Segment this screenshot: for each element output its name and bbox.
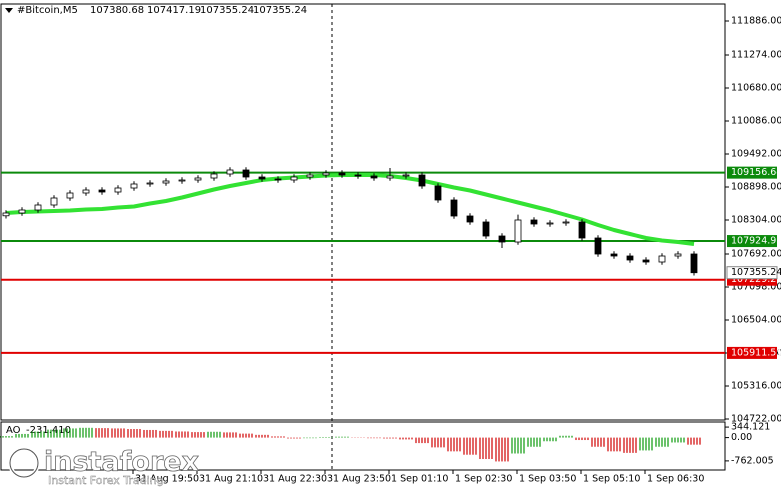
indicator-name: AO: [6, 425, 21, 436]
candle-body: [674, 253, 682, 257]
candle-body: [290, 176, 298, 181]
candle-body: [98, 189, 106, 193]
ohlc-low: 107355.24: [200, 5, 254, 16]
x-tick-label: 1 Sep 06:30: [647, 474, 704, 485]
level-label: 105911.55: [731, 347, 781, 358]
last-price-tag: [726, 266, 778, 280]
candle-body: [498, 235, 506, 243]
menu-arrow: [5, 8, 13, 13]
candle-body: [210, 173, 218, 179]
candle-body: [418, 174, 426, 187]
y-tick-label: 107098.00: [731, 282, 781, 293]
ao-tick-label: 344.121: [731, 422, 770, 433]
candle-body: [530, 219, 538, 225]
candle-body: [162, 180, 170, 184]
candle-body: [610, 253, 618, 257]
candle-body: [66, 192, 74, 199]
x-tick-label: 1 Sep 01:10: [391, 474, 448, 485]
candle-body: [130, 183, 138, 189]
y-tick-label: 106504.00: [731, 315, 781, 326]
candle-body: [466, 215, 474, 223]
candle-body: [562, 221, 570, 224]
y-tick-label: 109492.00: [731, 149, 781, 160]
candle-body: [690, 253, 698, 274]
x-tick-label: 31 Aug 21:10: [199, 474, 263, 485]
y-tick-label: 111274.00: [731, 50, 781, 61]
y-tick-label: 107692.00: [731, 249, 781, 260]
candle-body: [194, 177, 202, 181]
last-price-label: 107355.24: [731, 267, 781, 278]
candle-body: [370, 175, 378, 179]
candle-body: [642, 259, 650, 263]
candle-body: [34, 204, 42, 211]
level-tag: [727, 166, 777, 179]
x-tick-label: 31 Aug 23:50: [327, 474, 391, 485]
x-tick-label: 1 Sep 02:30: [455, 474, 512, 485]
ohlc-high: 107417.19: [147, 5, 201, 16]
candle-body: [114, 187, 122, 193]
candle-body: [658, 255, 666, 263]
price-frame: [0, 3, 726, 421]
y-tick-label: 110680.00: [731, 83, 781, 94]
symbol: #Bitcoin,M5: [17, 5, 78, 16]
candle-body: [274, 178, 282, 181]
candle-body: [146, 182, 154, 185]
candle-body: [594, 237, 602, 255]
x-tick-label: 1 Sep 03:50: [519, 474, 576, 485]
y-tick-label: 104722.00: [731, 414, 781, 425]
x-tick-label: 31 Aug 19:50: [135, 474, 199, 485]
candle-body: [178, 179, 186, 182]
candle-body: [82, 189, 90, 194]
candle-body: [402, 174, 410, 177]
ohlc-open: 107380.68: [90, 5, 144, 16]
candle-body: [18, 209, 26, 214]
watermark-brand: instaforex: [44, 447, 199, 478]
x-tick-label: 31 Aug 22:30: [263, 474, 327, 485]
candle-body: [626, 255, 634, 261]
level-tag: [727, 235, 777, 248]
candle-body: [306, 174, 314, 178]
candle-body: [578, 221, 586, 239]
y-tick-label: 105316.00: [731, 381, 781, 392]
level-label: 107229.20: [731, 274, 781, 285]
x-tick-label: 1 Sep 05:10: [583, 474, 640, 485]
level-tag: [727, 346, 777, 359]
candle-body: [50, 197, 58, 206]
candle-body: [226, 169, 234, 175]
y-tick-label: 110086.00: [731, 116, 781, 127]
candle-body: [482, 221, 490, 237]
candle-body: [514, 219, 522, 243]
watermark: instaforex Instant Forex Trading: [8, 446, 199, 487]
watermark-tagline: Instant Forex Trading: [48, 474, 164, 487]
logo-outline: [9, 448, 39, 478]
ao-tick-label: 0.00: [731, 432, 752, 443]
candle-body: [434, 185, 442, 201]
candle-body: [386, 175, 394, 179]
level-label: 109156.64: [731, 167, 781, 178]
candle-body: [354, 174, 362, 177]
candle-body: [450, 199, 458, 217]
candle-body: [322, 172, 330, 176]
ao-tick-label: -762.005: [731, 455, 774, 466]
y-tick-label: 111886.00: [731, 16, 781, 27]
y-tick-label: 108304.00: [731, 215, 781, 226]
y-tick-label: 108898.00: [731, 182, 781, 193]
indicator-frame: [0, 421, 726, 471]
moving-average: [5, 173, 695, 246]
candle-body: [546, 222, 554, 225]
candle-body: [242, 169, 250, 178]
ohlc-close: 107355.24: [253, 5, 307, 16]
candle-body: [2, 212, 10, 217]
level-label: 107924.93: [731, 236, 781, 247]
candle-body: [338, 172, 346, 176]
candle-body: [258, 176, 266, 180]
